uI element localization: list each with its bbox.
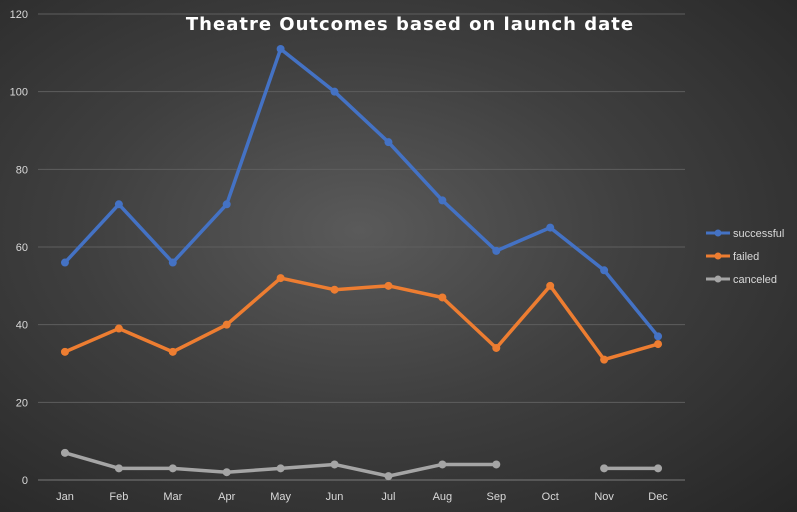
legend-marker (714, 275, 722, 283)
data-point (168, 464, 177, 473)
x-tick-label: Jun (326, 491, 344, 503)
chart-title: Theatre Outcomes based on launch date (186, 14, 634, 35)
data-point (600, 266, 609, 275)
data-point (114, 324, 123, 333)
data-point (168, 347, 177, 356)
data-point (492, 246, 501, 255)
data-point (384, 138, 393, 147)
data-point (654, 464, 663, 473)
data-point (222, 200, 231, 209)
legend-entry: failed (706, 251, 759, 263)
data-point (168, 258, 177, 267)
series-failed (60, 274, 663, 364)
legend-entry: canceled (706, 274, 777, 286)
data-point (114, 464, 123, 473)
series-line (63, 276, 660, 362)
data-point (114, 200, 123, 209)
data-point (438, 196, 447, 205)
x-tick-label: Jul (381, 491, 395, 503)
x-tick-label: Aug (433, 491, 453, 503)
series-successful (60, 44, 663, 341)
x-tick-label: May (270, 491, 291, 503)
x-axis-ticks: Jan Feb Mar Apr May Jun Jul Aug Sep Oct Nov Dec (56, 491, 668, 503)
gridlines (38, 13, 685, 481)
data-point (600, 464, 609, 473)
legend-entry: successful (706, 228, 784, 240)
legend-marker (714, 229, 722, 237)
data-point (60, 347, 69, 356)
legend-label: canceled (733, 274, 777, 286)
y-axis-ticks: 0 20 40 60 80 100 120 (10, 9, 28, 487)
data-point (600, 355, 609, 364)
y-tick-label: 60 (16, 242, 28, 254)
data-point (330, 87, 339, 96)
x-tick-label: Oct (542, 491, 559, 503)
data-point (276, 44, 285, 53)
data-point (276, 274, 285, 283)
data-point (654, 332, 663, 341)
x-tick-label: Dec (648, 491, 668, 503)
x-tick-label: Jan (56, 491, 74, 503)
x-tick-label: Apr (218, 491, 235, 503)
x-tick-label: Feb (109, 491, 128, 503)
series-canceled (60, 448, 663, 481)
y-tick-label: 0 (22, 475, 28, 487)
x-tick-label: Sep (487, 491, 507, 503)
data-point (384, 281, 393, 290)
data-point (438, 293, 447, 302)
data-point (330, 460, 339, 469)
data-point (492, 460, 501, 469)
data-point (60, 258, 69, 267)
data-point (222, 468, 231, 477)
series-lines (60, 44, 663, 481)
x-tick-label: Nov (594, 491, 614, 503)
x-tick-label: Mar (163, 491, 182, 503)
data-point (546, 281, 555, 290)
y-tick-label: 40 (16, 320, 28, 332)
y-tick-label: 80 (16, 164, 28, 176)
data-point (438, 460, 447, 469)
legend-marker (714, 252, 722, 260)
legend-label: successful (733, 228, 784, 240)
data-point (60, 448, 69, 457)
legend: successful failed canceled (706, 228, 784, 286)
data-point (492, 343, 501, 352)
legend-label: failed (733, 251, 759, 263)
data-point (654, 340, 663, 349)
series-line (63, 47, 660, 339)
data-point (384, 472, 393, 481)
y-tick-label: 120 (10, 9, 28, 21)
data-point (276, 464, 285, 473)
data-point (222, 320, 231, 329)
data-point (546, 223, 555, 232)
y-tick-label: 100 (10, 87, 28, 99)
data-point (330, 285, 339, 294)
y-tick-label: 20 (16, 397, 28, 409)
